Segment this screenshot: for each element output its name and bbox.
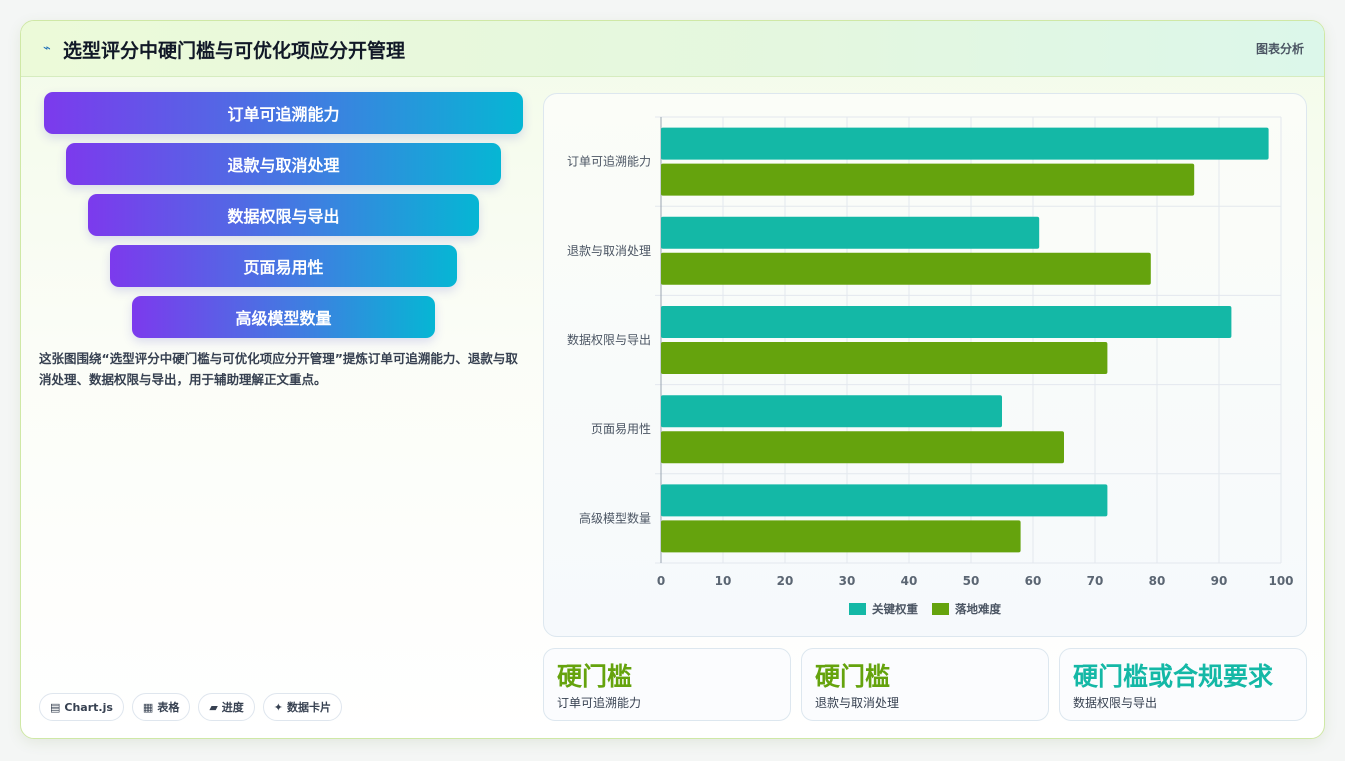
chip-label: Chart.js: [64, 700, 113, 714]
legend-label: 落地难度: [955, 602, 1001, 616]
stat-card-3: 硬门槛或合规要求 数据权限与导出: [1059, 648, 1307, 721]
chip-label: 表格: [157, 701, 180, 714]
stat-label: 数据权限与导出: [1073, 696, 1158, 710]
chip-progress[interactable]: ▰ 进度: [198, 693, 255, 721]
funnel-item-3: 数据权限与导出: [88, 194, 479, 236]
x-tick-label: 40: [901, 574, 918, 588]
legend-swatch: [932, 603, 949, 615]
chip-data-card[interactable]: ✦ 数据卡片: [262, 693, 343, 721]
bar-difficulty: [661, 520, 1021, 553]
x-tick-label: 20: [777, 574, 794, 588]
header: ⌁ 选型评分中硬门槛与可优化项应分开管理 图表分析: [21, 21, 1324, 77]
chip-label: 数据卡片: [287, 701, 332, 714]
y-tick-label: 高级模型数量: [579, 510, 651, 525]
funnel-item-2: 退款与取消处理: [66, 143, 501, 185]
x-tick-label: 10: [715, 574, 732, 588]
page-title: 选型评分中硬门槛与可优化项应分开管理: [63, 40, 406, 62]
funnel-item-4: 页面易用性: [110, 245, 457, 287]
bar-weight: [661, 484, 1108, 517]
bar-difficulty: [661, 431, 1064, 464]
stat-value: 硬门槛: [557, 662, 633, 691]
chip-chartjs[interactable]: ▤ Chart.js: [39, 693, 124, 721]
bar-weight: [661, 127, 1269, 160]
bar-weight: [661, 306, 1232, 338]
y-tick-label: 页面易用性: [591, 422, 651, 436]
stat-card-2: 硬门槛 退款与取消处理: [801, 648, 1049, 721]
legend-label: 关键权重: [872, 602, 918, 616]
funnel-item-5: 高级模型数量: [132, 296, 435, 338]
stat-label: 订单可追溯能力: [557, 696, 642, 710]
x-tick-label: 100: [1268, 574, 1293, 588]
x-tick-label: 90: [1211, 574, 1228, 588]
chip-label: 进度: [221, 701, 244, 714]
x-tick-label: 50: [963, 574, 980, 588]
chart-panel: 订单可追溯能力 退款与取消处理 数据权限与导出页面易用性高级模型数量 0 10 20 30 4…: [543, 93, 1307, 637]
bar-weight: [661, 395, 1002, 428]
bar-difficulty: [661, 342, 1108, 374]
chip-table[interactable]: ▦ 表格: [131, 693, 191, 721]
progress-icon: ▰: [209, 700, 218, 714]
y-tick-label: 订单可追溯能力: [567, 154, 651, 169]
x-tick-label: 0: [657, 574, 665, 588]
x-tick-label: 80: [1149, 574, 1166, 588]
bar-difficulty: [661, 163, 1195, 196]
x-tick-label: 60: [1025, 574, 1042, 588]
stat-value: 硬门槛或合规要求: [1073, 662, 1274, 691]
sparkle-icon: ✦: [273, 700, 284, 714]
chart-description: 这张图围绕“选型评分中硬门槛与可优化项应分开管理”提炼订单可追溯能力、退款与取消…: [39, 351, 518, 387]
table-icon: ▦: [142, 700, 154, 714]
stat-value: 硬门槛: [815, 662, 891, 691]
bar-difficulty: [661, 252, 1151, 285]
sparkline-icon: ⌁: [43, 41, 51, 56]
tool-chips: ▤ Chart.js ▦ 表格 ▰ 进度 ✦ 数据卡片: [39, 693, 343, 721]
x-tick-label: 30: [839, 574, 856, 588]
x-tick-label: 70: [1087, 574, 1104, 588]
main-card: ⌁ 选型评分中硬门槛与可优化项应分开管理 图表分析 订单可追溯能力 退款与取消处…: [20, 20, 1325, 739]
chart-icon: ▤: [50, 700, 61, 714]
funnel-item-1: 订单可追溯能力: [44, 92, 523, 134]
y-tick-label: 数据权限与导出: [567, 332, 651, 347]
y-tick-label: 退款与取消处理: [567, 244, 651, 258]
stat-label: 退款与取消处理: [815, 696, 900, 710]
bar-weight: [661, 216, 1040, 249]
chart-analysis-badge[interactable]: 图表分析: [1255, 42, 1304, 56]
legend-swatch: [849, 603, 866, 615]
stat-card-1: 硬门槛 订单可追溯能力: [543, 648, 791, 721]
